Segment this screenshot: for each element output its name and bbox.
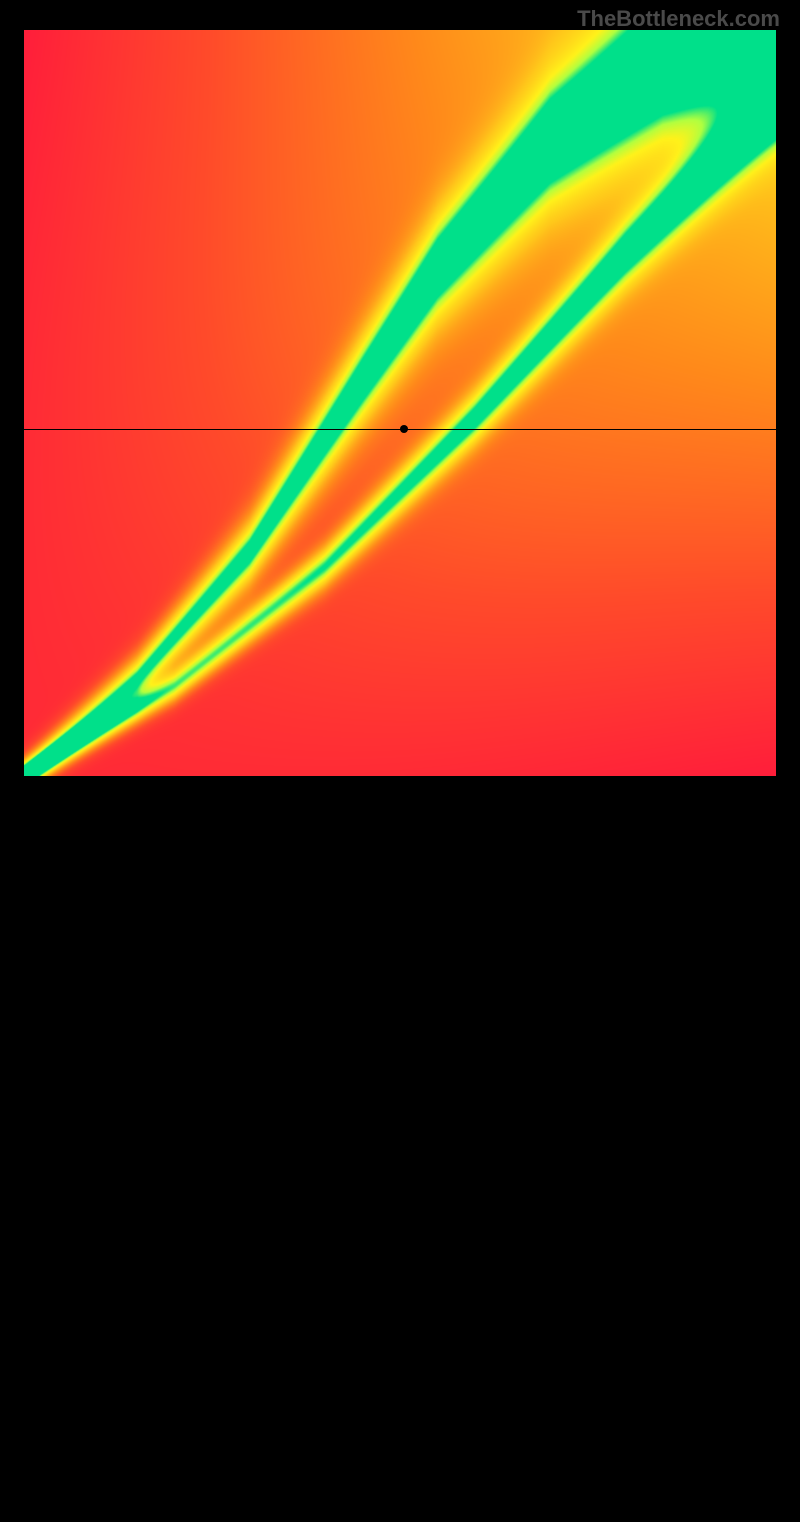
heatmap-canvas	[24, 30, 776, 776]
crosshair-vertical	[404, 776, 405, 1522]
crosshair-marker	[400, 425, 408, 433]
chart-container: TheBottleneck.com	[0, 0, 800, 800]
plot-area	[24, 30, 776, 776]
watermark-text: TheBottleneck.com	[577, 6, 780, 32]
